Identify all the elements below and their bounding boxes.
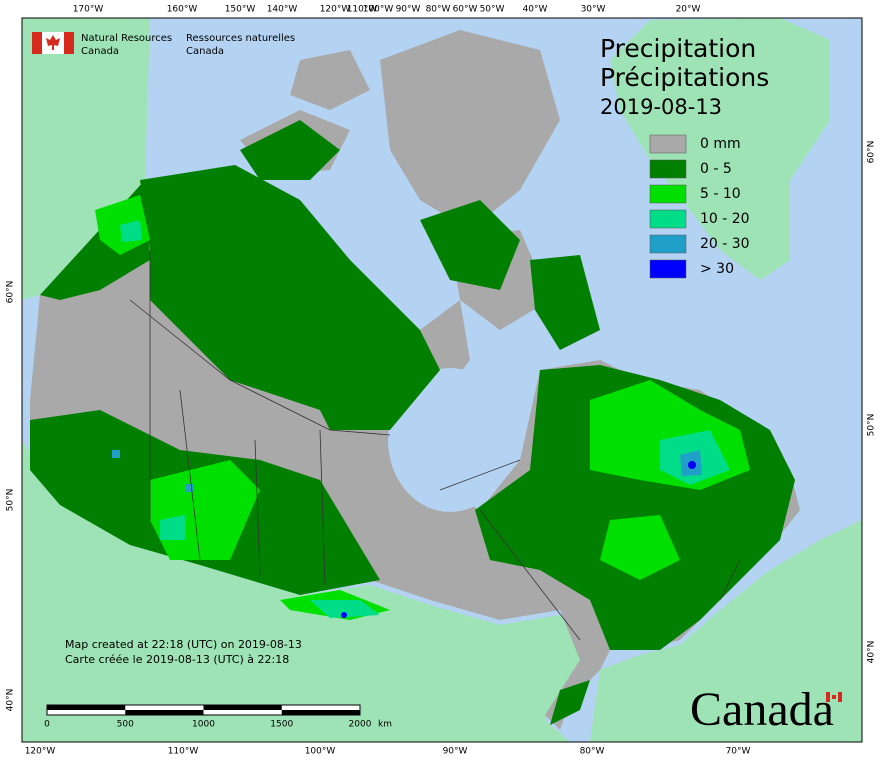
legend-swatch	[649, 184, 687, 204]
usa	[22, 440, 862, 742]
scale-segment	[203, 705, 282, 710]
precip-over-30	[341, 612, 347, 618]
graticule-top: 140°W	[267, 5, 298, 15]
graticule-top: 90°W	[396, 5, 421, 15]
title-en: Precipitation	[600, 34, 756, 63]
legend-label: 5 - 10	[700, 186, 741, 202]
credit: Map created at 22:18 (UTC) on 2019-08-13	[65, 638, 302, 651]
graticule-top: 110°W	[347, 5, 378, 15]
scale-label: 1500	[270, 720, 293, 730]
graticule-top: 40°W	[523, 5, 548, 15]
graticule-right: 40°N	[867, 641, 877, 664]
maple-leaf	[46, 35, 60, 50]
map-frame	[21, 17, 863, 743]
legend-swatch	[649, 234, 687, 254]
graticule-top: 80°W	[426, 5, 451, 15]
legend: 0 mm 0 - 5 5 - 10 10 - 20 20 - 30 > 30	[649, 134, 750, 279]
greenland	[610, 18, 830, 280]
wordmark-leaf	[832, 695, 836, 699]
graticule-left: 50°N	[6, 489, 16, 512]
legend-swatch	[649, 159, 687, 179]
legend-label: 10 - 20	[700, 211, 750, 227]
graticule-top: 50°W	[480, 5, 505, 15]
flag-bar	[32, 32, 42, 54]
graticule-bottom: 70°W	[726, 747, 751, 757]
scale-segment	[281, 710, 360, 715]
scale-segment	[125, 710, 204, 715]
flag-bar	[64, 32, 74, 54]
credit: Carte créée le 2019-08-13 (UTC) à 22:18	[65, 653, 289, 666]
graticule-top: 100°W	[363, 5, 394, 15]
graticule-left: 40°N	[6, 689, 16, 712]
graticule-top: 120°W	[320, 5, 351, 15]
precip-0-5-north	[40, 120, 600, 430]
title-fr: Précipitations	[600, 63, 769, 92]
legend-swatch	[649, 259, 687, 279]
graticule-right: 50°N	[867, 414, 877, 437]
dept-fr: Canada	[186, 46, 224, 57]
graticule-top: 30°W	[581, 5, 606, 15]
dept-en: Natural Resources	[81, 33, 172, 44]
precip-over-30	[688, 461, 696, 469]
precip-5-10	[95, 195, 750, 620]
legend-label: > 30	[700, 261, 734, 277]
graticule-top: 20°W	[676, 5, 701, 15]
dept-fr: Ressources naturelles	[186, 33, 295, 44]
scale-unit: km	[378, 720, 392, 730]
legend-label: 0 - 5	[700, 161, 732, 177]
graticule-bottom: 80°W	[580, 747, 605, 757]
graticule-left: 60°N	[6, 281, 16, 304]
hudson-bay	[388, 368, 512, 512]
graticule-top: 60°W	[453, 5, 478, 15]
graticule-top: 150°W	[225, 5, 256, 15]
borders	[129, 250, 741, 641]
legend-label: 20 - 30	[700, 236, 750, 252]
scale-segment	[47, 705, 126, 710]
scale-bar: 0 500 1000 1500 2000 km	[44, 704, 392, 730]
graticule-top: 170°W	[73, 5, 104, 15]
graticule-bottom: 90°W	[443, 747, 468, 757]
scale-label: 2000	[349, 720, 372, 730]
legend-label: 0 mm	[700, 136, 741, 152]
graticule-top: 160°W	[167, 5, 198, 15]
graticule-bottom: 100°W	[305, 747, 336, 757]
graticule-right: 60°N	[867, 141, 877, 164]
legend-swatch	[649, 209, 687, 229]
scale-label: 0	[44, 720, 50, 730]
alaska	[22, 18, 150, 300]
wordmark-flag	[826, 692, 830, 702]
legend-swatch	[649, 134, 687, 154]
scale-label: 500	[117, 720, 134, 730]
graticule-bottom: 110°W	[168, 747, 199, 757]
wordmark: Canada	[690, 683, 834, 736]
scale-label: 1000	[192, 720, 215, 730]
graticule-bottom: 120°W	[25, 747, 56, 757]
map-date: 2019-08-13	[600, 95, 722, 119]
dept-en: Canada	[81, 46, 119, 57]
wordmark-flag	[838, 692, 842, 702]
